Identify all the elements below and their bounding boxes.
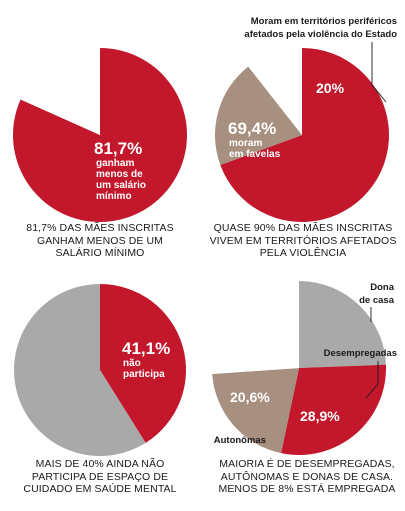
caption-line: PELA VIOLÊNCIA: [259, 247, 347, 259]
pie4-slice-1: [281, 364, 387, 456]
pie2-annotation-line: afetados pela violência do Estado: [244, 29, 397, 40]
caption-line: QUASE 90% DAS MÃES INSCRITAS: [213, 222, 393, 234]
pie2-caption: QUASE 90% DAS MÃES INSCRITAS VIVEM EM TE…: [208, 222, 398, 260]
pie2-annotation-leader: [371, 42, 387, 103]
pie2-annotation-line: Moram em territórios periféricos: [251, 16, 397, 27]
pie3-caption: MAIS DE 40% AINDA NÃO PARTICIPA DE ESPAÇ…: [5, 458, 195, 496]
caption-line: MAIS DE 40% AINDA NÃO: [35, 458, 165, 470]
pie-chart-territory: [215, 48, 390, 223]
caption-line: AUTÔNOMAS E DONAS DE CASA.: [220, 470, 394, 483]
pie4-label-autonomas: Autonômas: [214, 435, 266, 446]
pie3-value-subline: participa: [123, 369, 165, 380]
pie3-value-subline: não: [123, 358, 141, 369]
caption-line: VIVEM EM TERRITÓRIOS AFETADOS: [209, 234, 397, 247]
pie4-label-dona: de casa: [359, 295, 395, 306]
caption-line: CUIDADO EM SAÚDE MENTAL: [23, 483, 177, 495]
pie4-value-autonomas: 20,6%: [230, 389, 270, 405]
pie3-slice-0: [100, 284, 186, 443]
caption-line: GANHAM MENOS DE UM: [36, 234, 164, 247]
caption-line: SALÁRIO MÍNIMO: [55, 247, 145, 259]
pie1-value-label: 81,7%: [94, 139, 142, 158]
pie2-value-label: 69,4%: [228, 119, 276, 138]
pie1-value-subline: ganham: [96, 158, 134, 169]
pie4-slice-0: [299, 281, 386, 368]
caption-line: MENOS DE 8% ESTÁ EMPREGADA: [218, 483, 396, 495]
pie1-value-subline: um salário: [96, 180, 146, 191]
pie2-slice-2: [248, 48, 302, 135]
pie4-value-dona: 24,4%: [232, 323, 272, 339]
pie3-slice-1: [13, 284, 146, 456]
pie3-value-label: 41,1%: [122, 339, 170, 358]
pie4-label-desempregadas: Desempregadas: [324, 348, 397, 359]
pie2-value-subline: moram: [229, 138, 262, 149]
pie1-value-subline: menos de: [96, 169, 143, 180]
pie4-slice-3: [212, 281, 299, 375]
pie-chart-income: [13, 47, 188, 223]
pie1-value-subline: mínimo: [96, 191, 132, 202]
pie4-label-dona: Dona: [370, 282, 394, 293]
pie1-slice-0: [13, 47, 188, 223]
pie4-value-desempregadas: 28,9%: [300, 408, 340, 424]
caption-line: 81,7% DAS MÃES INSCRITAS: [26, 222, 174, 234]
pie4-slice-2: [212, 368, 299, 454]
pie2-slice-0: [220, 48, 390, 223]
pie2-slice-1: [215, 66, 302, 165]
caption-line: PARTICIPA DE ESPAÇO DE: [31, 470, 169, 483]
pie4-leader-desempregadas: [365, 361, 379, 399]
pie2-value-subline: em favelas: [229, 149, 281, 160]
pie-chart-mental-health: [13, 284, 186, 456]
pie2-second-label: 20%: [316, 80, 345, 96]
pie1-slice-1: [20, 48, 101, 135]
caption-line: MAIORIA É DE DESEMPREGADAS,: [219, 458, 395, 470]
pie4-caption: MAIORIA É DE DESEMPREGADAS, AUTÔNOMAS E …: [212, 458, 402, 496]
pie-chart-occupation: [212, 281, 387, 456]
pie1-caption: 81,7% DAS MÃES INSCRITAS GANHAM MENOS DE…: [5, 222, 195, 260]
